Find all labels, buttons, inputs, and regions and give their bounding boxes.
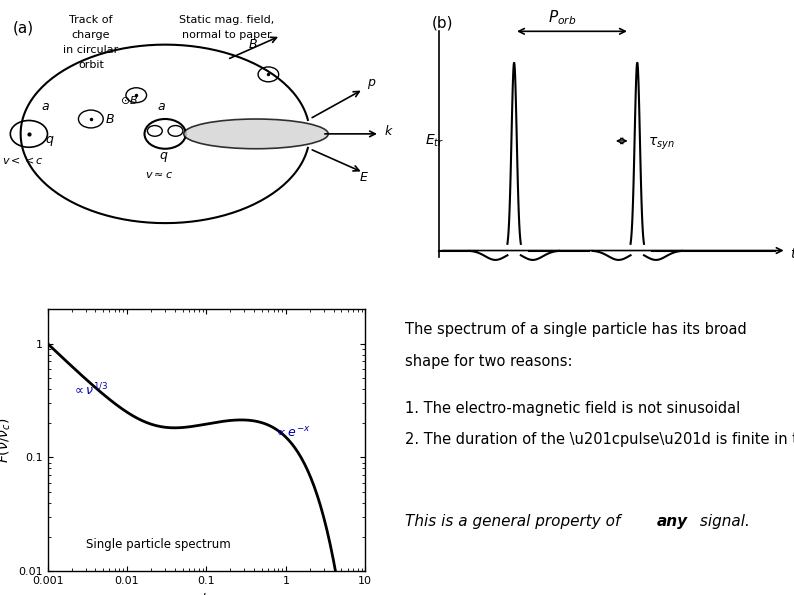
Text: $\propto\nu^{1/3}$: $\propto\nu^{1/3}$ — [71, 382, 108, 399]
Text: $\propto e^{-x}$: $\propto e^{-x}$ — [274, 427, 310, 440]
Text: $q$: $q$ — [159, 150, 168, 164]
Text: The spectrum of a single particle has its broad: The spectrum of a single particle has it… — [405, 322, 746, 337]
Text: orbit: orbit — [78, 60, 104, 70]
Text: (b): (b) — [432, 15, 453, 31]
Text: $\odot B$: $\odot B$ — [120, 94, 138, 106]
Text: $P_{orb}$: $P_{orb}$ — [549, 8, 576, 27]
Text: $v \approx c$: $v \approx c$ — [145, 171, 173, 180]
X-axis label: $\nu/\nu_c$: $\nu/\nu_c$ — [193, 591, 220, 595]
Text: $E_{tr}$: $E_{tr}$ — [425, 133, 444, 149]
Text: $B$: $B$ — [106, 114, 115, 127]
Text: $t$: $t$ — [790, 247, 794, 261]
Text: $\tau_{syn}$: $\tau_{syn}$ — [649, 136, 675, 152]
Text: any: any — [657, 513, 688, 528]
Text: signal.: signal. — [695, 513, 750, 528]
Text: $a$: $a$ — [157, 100, 166, 113]
Text: $q$: $q$ — [45, 134, 55, 148]
Text: Single particle spectrum: Single particle spectrum — [86, 538, 230, 551]
Text: This is a general property of: This is a general property of — [405, 513, 625, 528]
Y-axis label: $F(\nu/\nu_c)$: $F(\nu/\nu_c)$ — [0, 418, 13, 463]
Text: shape for two reasons:: shape for two reasons: — [405, 354, 572, 369]
Ellipse shape — [183, 119, 328, 149]
Text: Track of: Track of — [69, 15, 113, 25]
Text: (a): (a) — [13, 21, 33, 36]
Text: 1. The electro-magnetic field is not sinusoidal: 1. The electro-magnetic field is not sin… — [405, 401, 740, 416]
Text: in circular: in circular — [64, 45, 118, 55]
Text: $k$: $k$ — [384, 124, 394, 139]
Text: $B$: $B$ — [248, 37, 257, 51]
Text: normal to paper: normal to paper — [183, 30, 272, 40]
Text: $v<<c$: $v<<c$ — [2, 155, 44, 165]
Text: charge: charge — [71, 30, 110, 40]
Text: Static mag. field,: Static mag. field, — [179, 15, 275, 25]
Text: $a$: $a$ — [41, 100, 50, 113]
Text: $p$: $p$ — [368, 77, 377, 91]
Text: $E$: $E$ — [359, 171, 369, 184]
Text: 2. The duration of the \u201cpulse\u201d is finite in time: 2. The duration of the \u201cpulse\u201d… — [405, 433, 794, 447]
